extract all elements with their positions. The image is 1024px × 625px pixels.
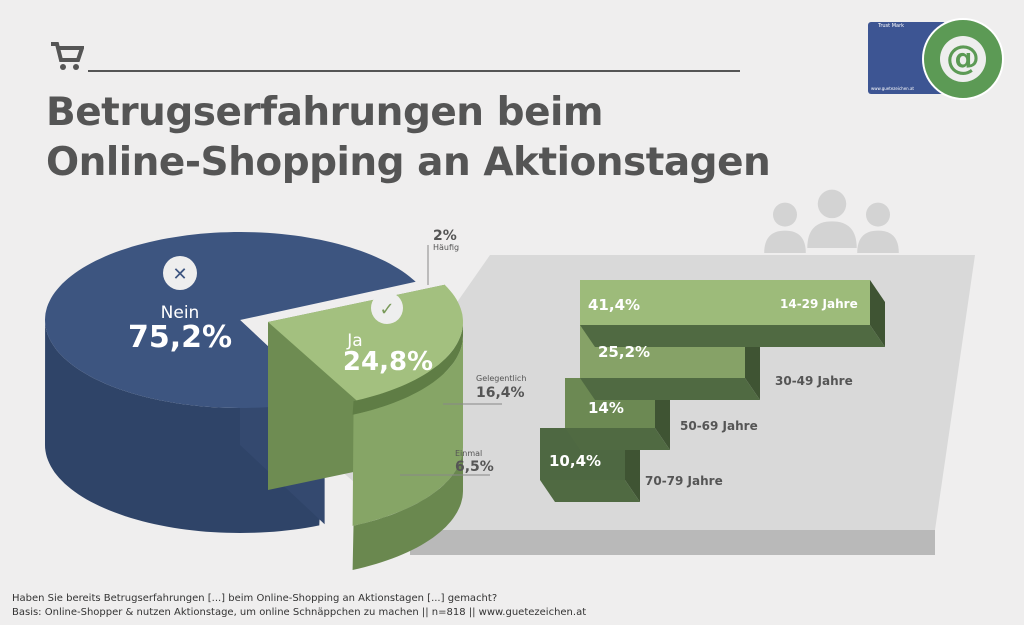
shopping-cart-icon xyxy=(51,42,84,70)
bar-bottom xyxy=(540,480,640,502)
bar-value: 14% xyxy=(588,399,624,417)
bar-value: 25,2% xyxy=(598,343,650,361)
bar-category: 30-49 Jahre xyxy=(775,374,853,388)
check-icon-glyph: ✓ xyxy=(379,299,394,320)
nein-label: Nein xyxy=(161,303,200,323)
bar-14-29 Jahre xyxy=(580,280,870,325)
title-line-2: Online-Shopping an Aktionstagen xyxy=(46,140,771,185)
pie-side-nein xyxy=(45,322,325,533)
gelegentlich-value: 16,4% xyxy=(476,385,525,401)
person-icon xyxy=(857,230,899,253)
bar-bottom xyxy=(565,428,670,450)
nein-value: 75,2% xyxy=(128,320,232,355)
x-icon-glyph: ✕ xyxy=(172,264,187,285)
haeufig-label: Häufig xyxy=(433,243,459,252)
person-icon xyxy=(764,230,806,253)
pie-side-0 xyxy=(352,322,463,415)
check-icon xyxy=(371,292,403,324)
pie-slice-ja xyxy=(268,284,463,401)
page-title: Betrugserfahrungen beim Online-Shopping a… xyxy=(46,88,771,188)
footer-basis: Basis: Online-Shopper & nutzen Aktionsta… xyxy=(12,607,587,618)
logo-url: www.guetezeichen.at xyxy=(871,86,914,91)
pie-slice-nein xyxy=(45,232,416,408)
footer-note: Haben Sie bereits Betrugserfahrungen [..… xyxy=(12,592,586,620)
einmal-label: Einmal xyxy=(455,449,482,458)
person-icon xyxy=(817,189,847,219)
gelegentlich-label: Gelegentlich xyxy=(476,374,526,383)
haeufig-value: 2% xyxy=(433,228,457,244)
bar-bottom xyxy=(580,378,760,400)
person-icon xyxy=(773,202,797,227)
einmal-value: 6,5% xyxy=(455,459,494,475)
bar-category: 50-69 Jahre xyxy=(680,419,758,433)
ja-value: 24,8% xyxy=(343,347,433,377)
footer-question: Haben Sie bereits Betrugserfahrungen [..… xyxy=(12,593,498,604)
title-line-1: Betrugserfahrungen beim xyxy=(46,90,604,135)
bar-bottom xyxy=(580,325,885,347)
bar-value: 10,4% xyxy=(549,452,601,470)
trust-mark-text: Trust Mark xyxy=(878,23,905,29)
x-icon xyxy=(163,256,197,290)
title-rule xyxy=(88,70,740,72)
person-icon xyxy=(866,202,890,227)
bar-category: 70-79 Jahre xyxy=(645,474,723,488)
platform-side xyxy=(410,530,935,555)
person-icon xyxy=(807,221,857,248)
ja-label: Ja xyxy=(346,331,362,351)
guetezeichen-logo: Trust Mark www.guetezeichen.at @ xyxy=(868,18,1018,100)
pie-side-2 xyxy=(352,446,463,570)
pie-side-1 xyxy=(352,335,463,526)
bar-category: 14-29 Jahre xyxy=(780,297,858,311)
bar-value: 41,4% xyxy=(588,296,640,314)
bar-side xyxy=(870,280,885,347)
